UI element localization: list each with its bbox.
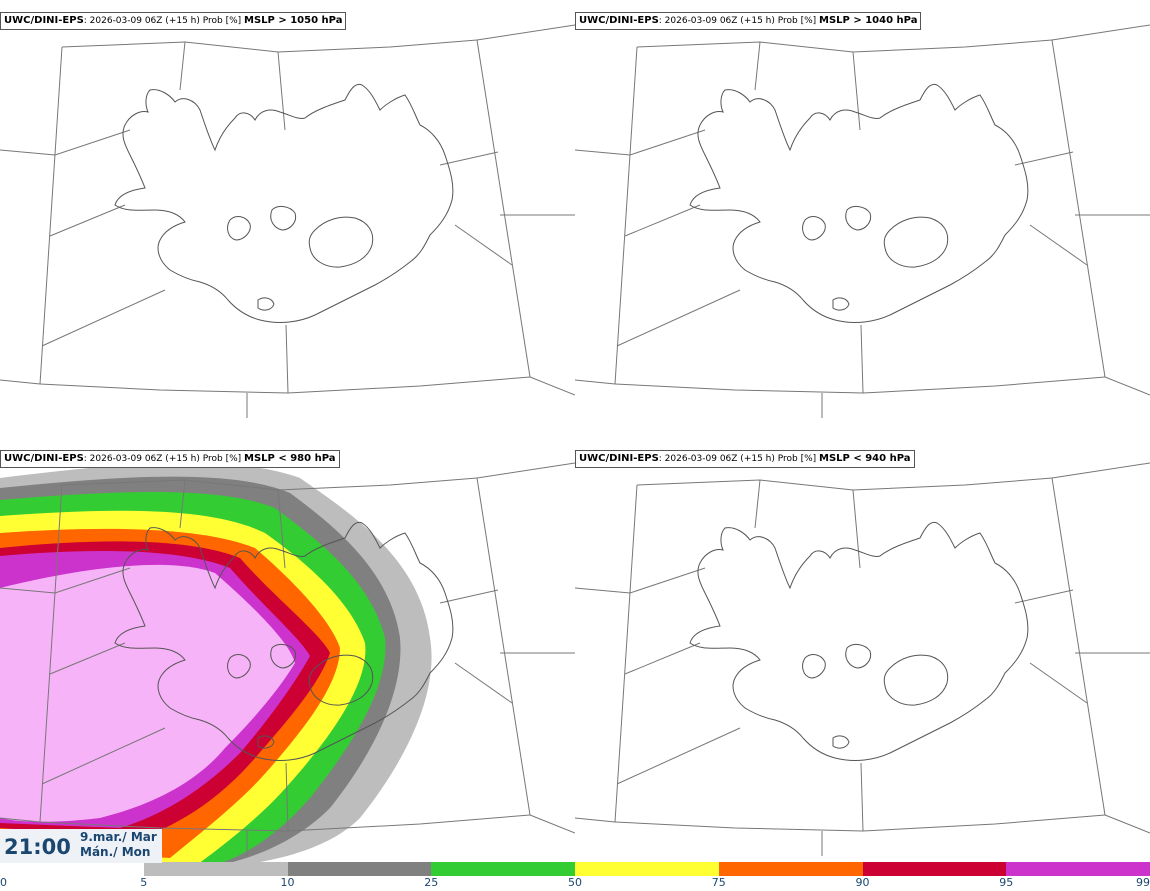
model-name: UWC/DINI-EPS [4, 15, 84, 26]
run-info: : 2026-03-09 06Z (+15 h) Prob [%] [658, 454, 820, 464]
panel-title: UWC/DINI-EPS: 2026-03-09 06Z (+15 h) Pro… [0, 12, 347, 30]
model-name: UWC/DINI-EPS [4, 453, 84, 464]
run-info: : 2026-03-09 06Z (+15 h) Prob [%] [658, 16, 820, 26]
colorbar-segment [143, 862, 288, 876]
field-name: MSLP < 980 hPa [244, 453, 336, 464]
colorbar-segment [287, 862, 432, 876]
colorbar-tick-label: 0 [0, 876, 7, 889]
field-name: MSLP > 1050 hPa [244, 15, 343, 26]
panel-title: UWC/DINI-EPS: 2026-03-09 06Z (+15 h) Pro… [0, 450, 340, 468]
panel-title: UWC/DINI-EPS: 2026-03-09 06Z (+15 h) Pro… [575, 450, 915, 468]
probability-shading [0, 462, 432, 870]
base-map [575, 24, 1150, 419]
map-panel-mslp-lt-940: UWC/DINI-EPS: 2026-03-09 06Z (+15 h) Pro… [575, 438, 1150, 870]
valid-date-line-2: Mán./ Mon [80, 845, 151, 859]
valid-time-date: 9.mar./ Mar Mán./ Mon [80, 830, 157, 860]
model-name: UWC/DINI-EPS [579, 15, 659, 26]
valid-date-line-1: 9.mar./ Mar [80, 830, 157, 844]
probability-colorbar [0, 862, 1150, 876]
colorbar-segment [0, 862, 144, 876]
colorbar-segment [575, 862, 719, 876]
valid-time-box: 21:00 9.mar./ Mar Mán./ Mon [0, 829, 162, 863]
valid-time-clock: 21:00 [4, 835, 71, 859]
colorbar-tick-label: 5 [140, 876, 148, 889]
colorbar-tick-label: 10 [280, 876, 295, 889]
colorbar-segment [862, 862, 1007, 876]
colorbar-tick-label: 95 [999, 876, 1014, 889]
map-panel-mslp-gt-1050: UWC/DINI-EPS: 2026-03-09 06Z (+15 h) Pro… [0, 0, 575, 432]
panel-title: UWC/DINI-EPS: 2026-03-09 06Z (+15 h) Pro… [575, 12, 922, 30]
field-name: MSLP < 940 hPa [819, 453, 911, 464]
colorbar-tick-label: 50 [568, 876, 582, 889]
colorbar-tick-label: 75 [711, 876, 726, 889]
base-map [575, 462, 1150, 857]
probability-map [0, 462, 575, 870]
colorbar-tick-label: 99 [1136, 876, 1150, 889]
colorbar-tick-label: 90 [855, 876, 870, 889]
model-name: UWC/DINI-EPS [579, 453, 659, 464]
run-info: : 2026-03-09 06Z (+15 h) Prob [%] [83, 454, 245, 464]
colorbar-segment [1006, 862, 1150, 876]
colorbar-segment [431, 862, 575, 876]
map-panel-mslp-gt-1040: UWC/DINI-EPS: 2026-03-09 06Z (+15 h) Pro… [575, 0, 1150, 432]
field-name: MSLP > 1040 hPa [819, 15, 918, 26]
prob-99-100 [0, 564, 295, 822]
colorbar-tick-label: 25 [424, 876, 439, 889]
colorbar-segment [718, 862, 863, 876]
run-info: : 2026-03-09 06Z (+15 h) Prob [%] [83, 16, 245, 26]
map-panel-mslp-lt-980: UWC/DINI-EPS: 2026-03-09 06Z (+15 h) Pro… [0, 438, 575, 870]
base-map [0, 24, 575, 419]
